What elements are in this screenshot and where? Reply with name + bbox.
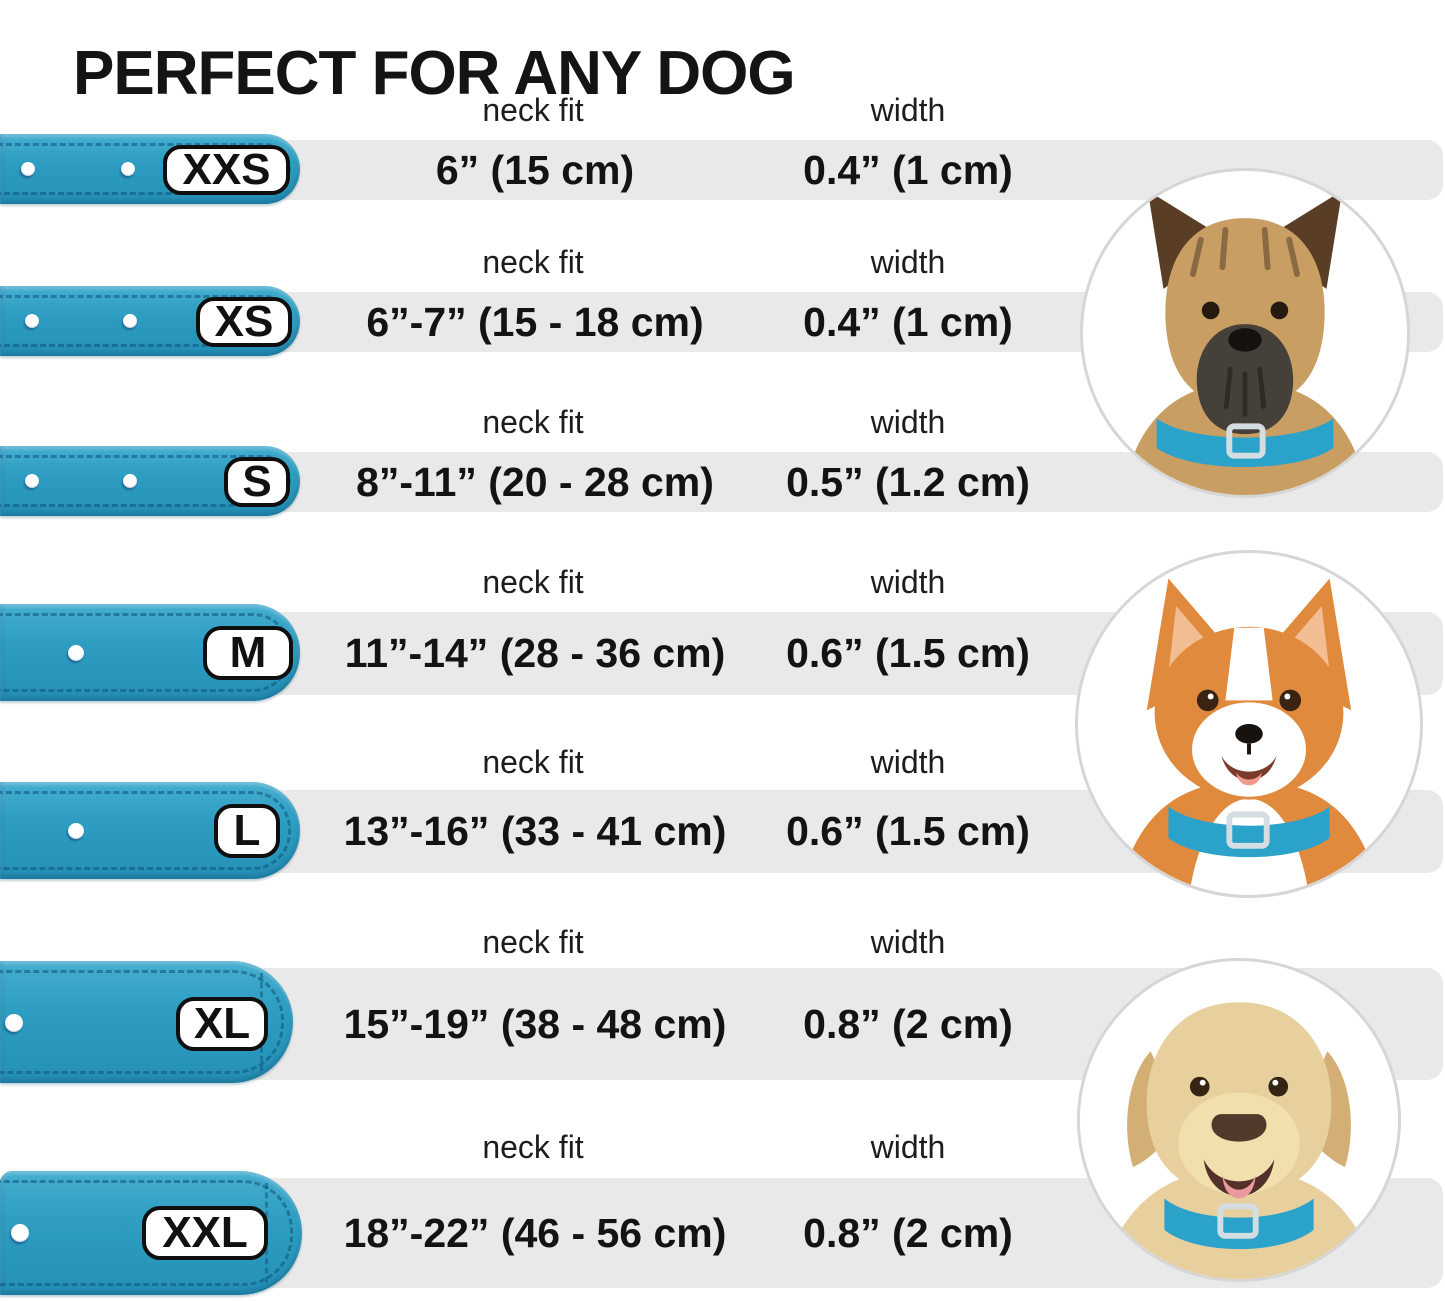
size-badge-label: L — [233, 806, 261, 855]
corgi-illustration — [1078, 553, 1420, 895]
medium-dog-photo — [1075, 550, 1423, 898]
collar-hole — [25, 474, 39, 488]
size-badge-label: S — [242, 457, 272, 506]
width-column-header: width — [870, 744, 946, 780]
width-value: 0.6” (1.5 cm) — [786, 808, 1030, 854]
collar-graphic: XXS — [0, 134, 300, 204]
collar-hole — [5, 1014, 23, 1032]
neck-fit-column-header: neck fit — [482, 404, 584, 440]
width-value: 0.5” (1.2 cm) — [786, 458, 1030, 505]
neck-fit-value: 6”-7” (15 - 18 cm) — [366, 298, 704, 345]
width-column-header: width — [870, 564, 946, 600]
collar-stitching — [0, 791, 291, 870]
collar-graphic: XL — [0, 961, 293, 1083]
collar-hole — [123, 474, 137, 488]
terrier-illustration — [1083, 171, 1407, 495]
size-badge-label: M — [229, 628, 267, 677]
width-value: 0.6” (1.5 cm) — [786, 630, 1030, 676]
neck-fit-column-header: neck fit — [482, 244, 584, 280]
collar-stitching — [0, 970, 284, 1074]
collar-hole — [121, 162, 135, 176]
neck-fit-column-header: neck fit — [482, 564, 584, 600]
neck-fit-value: 15”-19” (38 - 48 cm) — [343, 1000, 727, 1047]
page-title: PERFECT FOR ANY DOG — [73, 38, 796, 108]
size-badge: M — [203, 626, 293, 680]
neck-fit-column-header: neck fit — [482, 1129, 584, 1165]
size-badge-label: XXS — [182, 145, 271, 194]
neck-fit-column-header: neck fit — [482, 92, 584, 128]
neck-fit-value: 18”-22” (46 - 56 cm) — [343, 1209, 727, 1256]
width-value: 0.8” (2 cm) — [803, 1209, 1013, 1256]
width-value: 0.8” (2 cm) — [803, 1000, 1013, 1047]
labrador-illustration — [1080, 961, 1398, 1279]
large-dog-photo — [1077, 958, 1401, 1282]
size-badge: XS — [196, 297, 292, 347]
neck-fit-value: 6” (15 cm) — [435, 146, 635, 193]
collar-graphic: L — [0, 782, 300, 879]
width-column-header: width — [870, 1129, 946, 1165]
size-badge: XXS — [163, 145, 290, 195]
neck-fit-column-header: neck fit — [482, 744, 584, 780]
neck-fit-value: 13”-16” (33 - 41 cm) — [343, 808, 727, 854]
neck-fit-value: 8”-11” (20 - 28 cm) — [356, 458, 714, 505]
width-value: 0.4” (1 cm) — [803, 146, 1013, 193]
size-badge: L — [214, 804, 280, 858]
width-column-header: width — [870, 404, 946, 440]
size-badge: XXL — [142, 1206, 268, 1260]
size-badge-label: XS — [214, 297, 274, 346]
collar-stitching — [0, 1180, 293, 1286]
collar-graphic: XS — [0, 286, 300, 356]
neck-fit-column-header: neck fit — [482, 924, 584, 960]
size-badge: XL — [176, 997, 268, 1051]
collar-graphic: S — [0, 446, 300, 516]
size-badge-label: XL — [193, 999, 251, 1048]
collar-graphic: XXL — [0, 1171, 302, 1295]
collar-hole — [68, 645, 84, 661]
size-badge-label: XXL — [162, 1208, 248, 1257]
collar-hole — [11, 1224, 29, 1242]
width-column-header: width — [870, 924, 946, 960]
neck-fit-value: 11”-14” (28 - 36 cm) — [344, 630, 726, 676]
width-column-header: width — [870, 92, 946, 128]
collar-hole — [21, 162, 35, 176]
collar-hole — [123, 314, 137, 328]
small-dog-photo — [1080, 168, 1410, 498]
width-value: 0.4” (1 cm) — [803, 298, 1013, 345]
size-badge: S — [224, 457, 290, 507]
collar-hole — [68, 823, 84, 839]
collar-graphic: M — [0, 604, 300, 701]
width-column-header: width — [870, 244, 946, 280]
collar-hole — [25, 314, 39, 328]
